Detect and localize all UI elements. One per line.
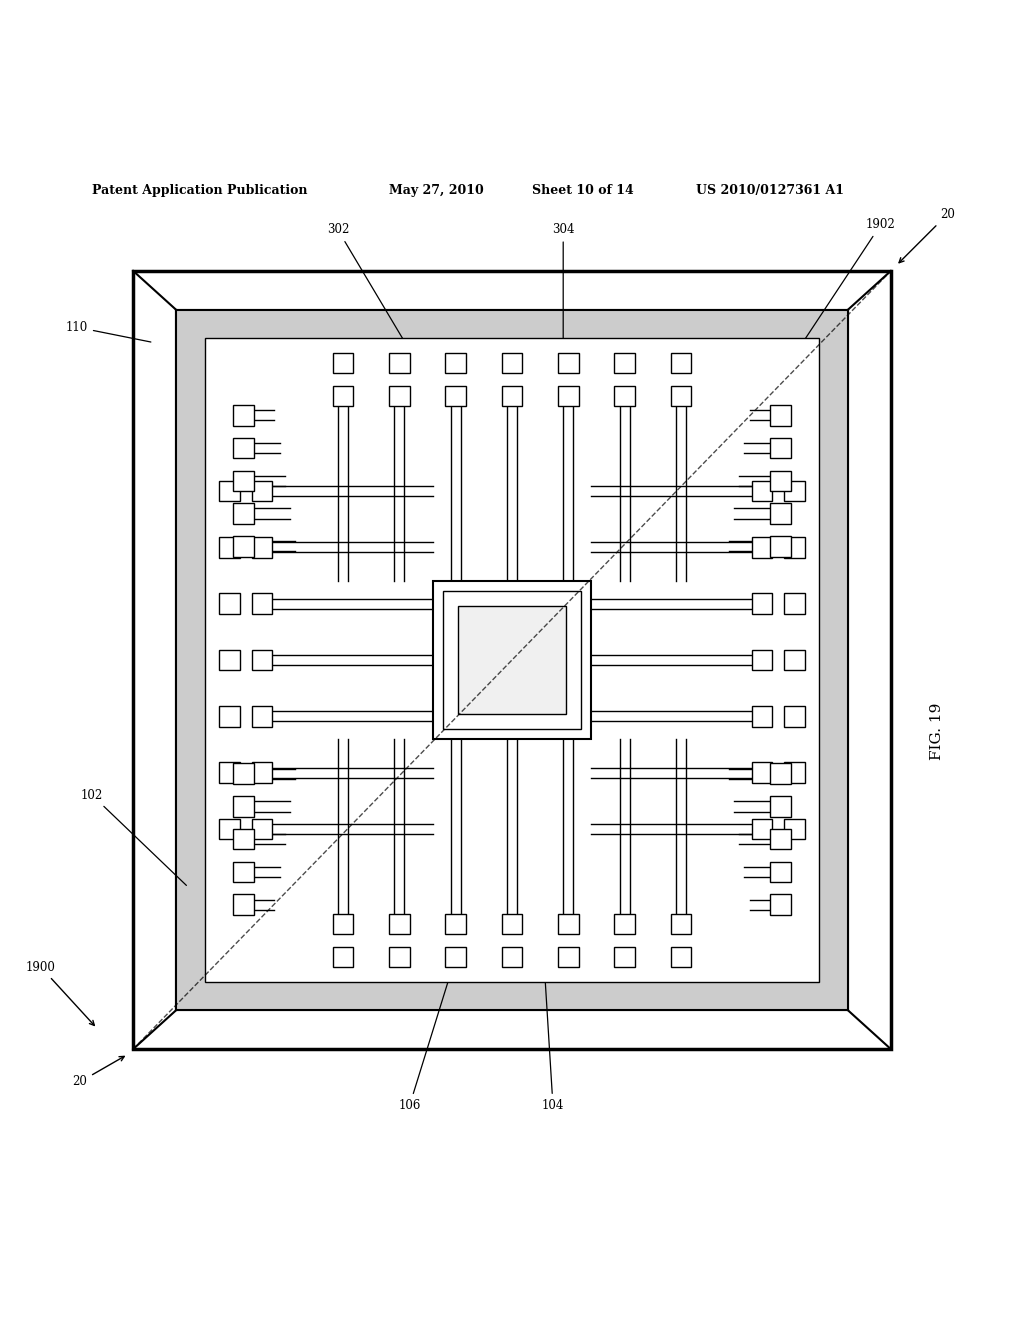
Bar xyxy=(219,818,240,840)
Bar xyxy=(445,946,466,968)
Bar xyxy=(233,895,254,915)
Bar xyxy=(671,913,691,935)
Bar xyxy=(770,470,791,491)
Bar xyxy=(614,385,635,407)
Bar xyxy=(502,352,522,374)
Bar xyxy=(770,503,791,524)
Bar xyxy=(784,480,805,502)
Bar xyxy=(133,271,891,1049)
Bar xyxy=(205,338,819,982)
Bar xyxy=(752,480,772,502)
Bar xyxy=(784,763,805,783)
Bar xyxy=(752,706,772,726)
Bar xyxy=(558,913,579,935)
Bar xyxy=(784,537,805,557)
Bar xyxy=(233,470,254,491)
Text: 104: 104 xyxy=(542,944,564,1111)
Bar xyxy=(770,536,791,557)
Bar xyxy=(752,763,772,783)
Bar xyxy=(445,385,466,407)
Text: Patent Application Publication: Patent Application Publication xyxy=(92,183,307,197)
Bar xyxy=(784,649,805,671)
Bar xyxy=(233,763,254,784)
Bar xyxy=(770,405,791,425)
Bar xyxy=(770,763,791,784)
Bar xyxy=(784,594,805,614)
Text: 106: 106 xyxy=(398,944,460,1111)
Bar xyxy=(333,946,353,968)
Bar xyxy=(252,706,272,726)
Bar xyxy=(558,385,579,407)
Bar xyxy=(252,763,272,783)
Text: 20: 20 xyxy=(899,209,954,263)
Text: 1902: 1902 xyxy=(790,218,896,362)
Bar xyxy=(445,913,466,935)
Bar xyxy=(333,352,353,374)
Bar xyxy=(219,594,240,614)
Bar xyxy=(442,591,582,729)
Text: 304: 304 xyxy=(552,223,574,381)
Bar xyxy=(445,352,466,374)
Bar xyxy=(252,537,272,557)
Bar xyxy=(614,946,635,968)
Bar xyxy=(752,594,772,614)
Bar xyxy=(432,581,592,739)
Bar xyxy=(502,913,522,935)
Text: 110: 110 xyxy=(66,321,151,342)
Bar xyxy=(671,385,691,407)
Bar xyxy=(333,913,353,935)
Bar xyxy=(219,480,240,502)
Bar xyxy=(219,763,240,783)
Bar xyxy=(752,818,772,840)
Text: Sheet 10 of 14: Sheet 10 of 14 xyxy=(532,183,634,197)
Bar xyxy=(252,649,272,671)
Bar xyxy=(671,946,691,968)
Bar xyxy=(770,438,791,458)
Bar xyxy=(219,649,240,671)
Bar xyxy=(233,829,254,850)
Bar xyxy=(389,913,410,935)
Bar xyxy=(233,438,254,458)
Bar xyxy=(219,706,240,726)
Text: May 27, 2010: May 27, 2010 xyxy=(389,183,484,197)
Bar xyxy=(558,946,579,968)
Bar xyxy=(233,796,254,817)
Bar xyxy=(219,537,240,557)
Bar xyxy=(333,385,353,407)
Bar xyxy=(502,946,522,968)
Bar xyxy=(770,796,791,817)
Bar xyxy=(614,913,635,935)
Bar xyxy=(389,385,410,407)
Bar xyxy=(233,405,254,425)
Text: 20: 20 xyxy=(73,1056,124,1089)
Text: 1900: 1900 xyxy=(26,961,94,1026)
Bar xyxy=(770,829,791,850)
Bar xyxy=(558,352,579,374)
Bar xyxy=(252,480,272,502)
Bar xyxy=(502,385,522,407)
Bar xyxy=(614,352,635,374)
Bar xyxy=(784,706,805,726)
Text: 302: 302 xyxy=(327,223,429,383)
Bar xyxy=(784,818,805,840)
Bar xyxy=(459,606,565,714)
Bar xyxy=(770,862,791,882)
Bar xyxy=(252,818,272,840)
Bar xyxy=(389,946,410,968)
Bar xyxy=(176,310,848,1010)
Text: FIG. 19: FIG. 19 xyxy=(930,704,944,760)
Text: US 2010/0127361 A1: US 2010/0127361 A1 xyxy=(696,183,845,197)
Bar xyxy=(252,594,272,614)
Bar xyxy=(752,649,772,671)
Bar xyxy=(770,895,791,915)
Bar xyxy=(233,536,254,557)
Bar xyxy=(233,503,254,524)
Bar xyxy=(233,862,254,882)
Bar xyxy=(671,352,691,374)
Bar xyxy=(389,352,410,374)
Bar xyxy=(752,537,772,557)
Text: 102: 102 xyxy=(81,788,186,886)
